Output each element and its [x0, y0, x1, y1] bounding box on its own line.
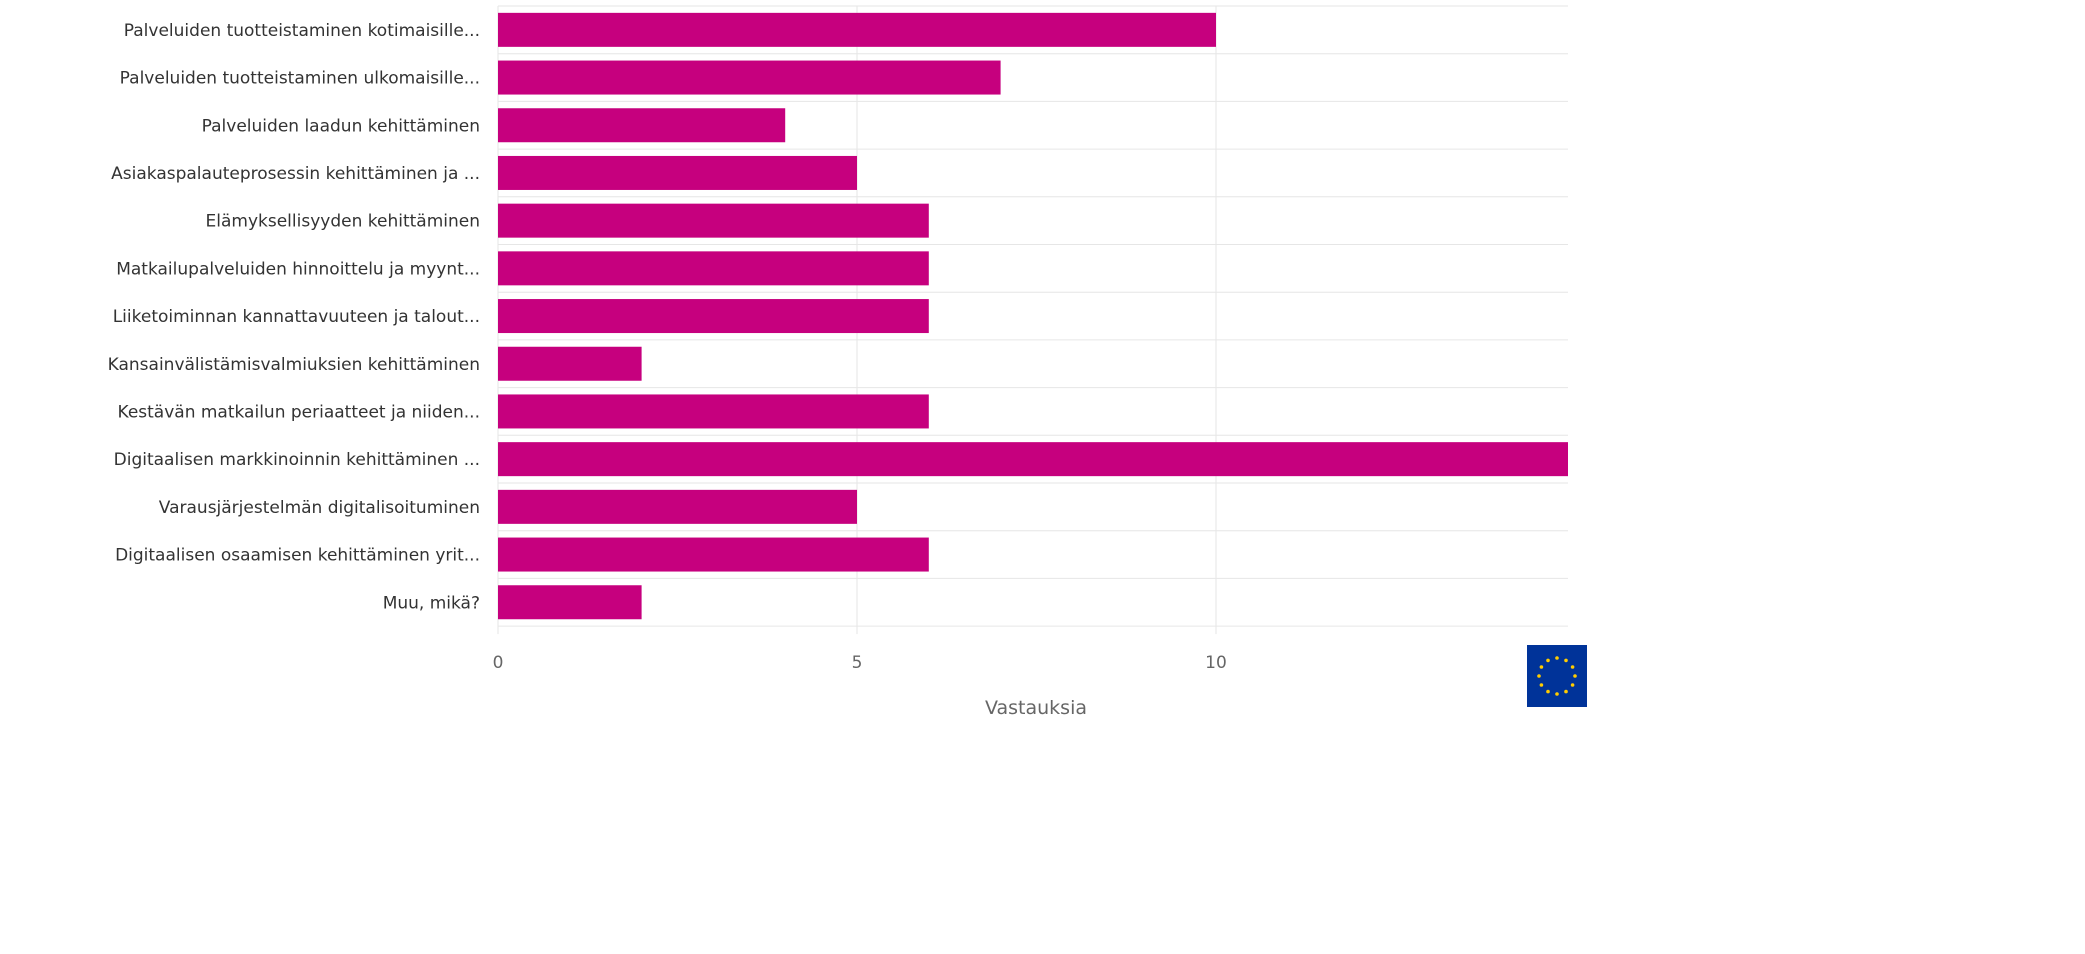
- category-labels: Palveluiden tuotteistaminen kotimaisille…: [108, 21, 480, 613]
- bar: [498, 108, 786, 143]
- bar: [498, 537, 929, 572]
- category-label: Digitaalisen markkinoinnin kehittäminen …: [114, 450, 480, 470]
- flag-star: [1555, 692, 1559, 696]
- bar: [498, 12, 1216, 47]
- flag-star: [1573, 674, 1577, 678]
- flag-star: [1537, 674, 1541, 678]
- category-label: Palveluiden tuotteistaminen ulkomaisille…: [120, 69, 480, 89]
- bar: [498, 251, 929, 286]
- category-label: Elämyksellisyyden kehittäminen: [206, 212, 480, 232]
- eu-flag-icon: [1527, 645, 1587, 707]
- category-label: Liiketoiminnan kannattavuuteen ja talout…: [113, 307, 480, 327]
- flag-star: [1555, 656, 1559, 660]
- category-label: Kansainvälistämisvalmiuksien kehittämine…: [108, 355, 480, 375]
- category-label: Palveluiden tuotteistaminen kotimaisille…: [124, 21, 480, 41]
- flag-star: [1539, 683, 1544, 687]
- bar: [498, 155, 857, 190]
- bar: [498, 585, 642, 620]
- bar: [498, 394, 929, 429]
- category-label: Palveluiden laadun kehittäminen: [202, 116, 480, 136]
- bar: [498, 346, 642, 381]
- bar: [498, 299, 929, 334]
- bar: [498, 203, 929, 238]
- eu-flag-stars: [1537, 656, 1577, 696]
- x-tick-label: 5: [852, 653, 863, 673]
- flag-star: [1546, 689, 1550, 694]
- eu-flag-background: [1527, 645, 1587, 707]
- category-label: Varausjärjestelmän digitalisoituminen: [159, 498, 480, 518]
- bar: [498, 442, 1568, 477]
- flag-star: [1570, 665, 1575, 669]
- category-label: Matkailupalveluiden hinnoittelu ja myynt…: [116, 259, 480, 279]
- x-axis-ticks: 0 5 10: [493, 653, 1227, 673]
- bar: [498, 489, 857, 524]
- x-tick-label: 0: [493, 653, 504, 673]
- chart-grid: [497, 5, 1568, 635]
- category-label: Muu, mikä?: [383, 593, 480, 613]
- flag-star: [1564, 689, 1568, 694]
- category-label: Digitaalisen osaamisen kehittäminen yrit…: [115, 546, 480, 566]
- flag-star: [1570, 683, 1575, 687]
- flag-star: [1539, 665, 1544, 669]
- bar: [498, 60, 1001, 95]
- category-label: Asiakaspalauteprosessin kehittäminen ja …: [111, 164, 480, 184]
- bar-chart: Palveluiden tuotteistaminen kotimaisille…: [108, 5, 1568, 717]
- flag-star: [1564, 658, 1568, 663]
- x-tick-label: 10: [1205, 653, 1227, 673]
- x-axis-title: Vastauksia: [985, 697, 1087, 717]
- chart-bars: [498, 12, 1568, 620]
- category-label: Kestävän matkailun periaatteet ja niiden…: [118, 402, 480, 422]
- flag-star: [1546, 658, 1550, 663]
